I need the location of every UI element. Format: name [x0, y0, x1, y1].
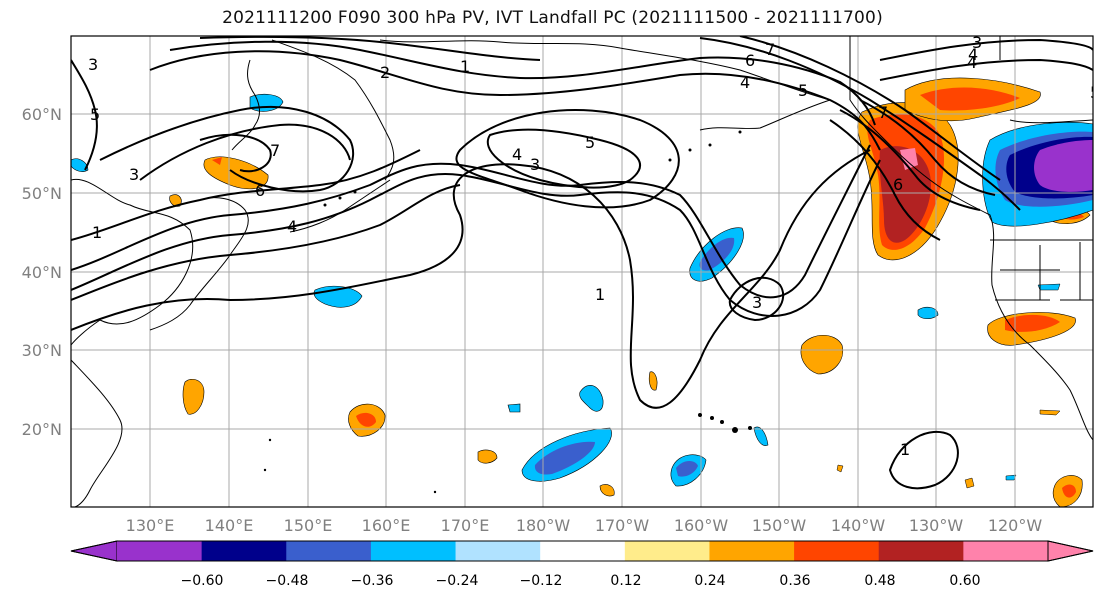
lon-label: 180°W	[516, 516, 571, 535]
colorbar-tick-label: −0.24	[436, 573, 479, 589]
contour-label: 7	[878, 103, 888, 122]
contour-label: 4	[967, 53, 977, 72]
shade-sub-tropical	[800, 334, 844, 375]
contour-label: 4	[287, 217, 297, 236]
contour-label: 7	[765, 40, 775, 59]
lon-label: 130°W	[909, 516, 964, 535]
contour-label: 3	[129, 165, 139, 184]
contour-labels: 1 2 3 4 5 6 7 5 4 1 1 3 6 5 4 3 7 6 4 5 …	[88, 33, 1100, 459]
lon-label: 160°W	[674, 516, 729, 535]
lon-label: 140°W	[831, 516, 886, 535]
colorbar-segment	[624, 541, 710, 561]
contour-label: 1	[595, 285, 605, 304]
colorbar-segment	[117, 541, 203, 561]
colorbar-tick-label: −0.60	[181, 573, 224, 589]
contour-label: 3	[88, 55, 98, 74]
contour-label: 4	[740, 73, 750, 92]
contour-label: 5	[90, 105, 100, 124]
contour-label: 5	[1090, 83, 1100, 102]
contour-label: 3	[530, 155, 540, 174]
colorbar-tick-label: 0.24	[694, 573, 725, 589]
colorbar-tick-label: 0.36	[779, 573, 810, 589]
contour-label: 6	[745, 51, 755, 70]
colorbar-segment	[540, 541, 626, 561]
negative-anomaly-shading	[71, 93, 1093, 487]
latitude-labels: 60°N 50°N 40°N 30°N 20°N	[22, 105, 62, 439]
pv-contours	[71, 36, 1093, 490]
map-frame	[70, 35, 1094, 508]
colorbar-extend-low	[70, 540, 118, 562]
contour-label: 7	[270, 141, 280, 160]
longitude-labels: 130°E 140°E 150°E 160°E 170°E 180°W 170°…	[126, 516, 1043, 535]
contour-label: 5	[585, 133, 595, 152]
lon-label: 170°W	[595, 516, 650, 535]
lon-label: 140°E	[205, 516, 254, 535]
colorbar	[70, 540, 1094, 562]
lat-label: 40°N	[22, 263, 62, 282]
contour-label: 5	[798, 81, 808, 100]
lon-label: 170°E	[441, 516, 490, 535]
colorbar-segment	[286, 541, 372, 561]
lon-label: 150°E	[284, 516, 333, 535]
colorbar-outline	[70, 540, 1094, 562]
colorbar-tick-labels: −0.60 −0.48 −0.36 −0.24 −0.12 0.12 0.24 …	[181, 573, 981, 589]
contour-label: 4	[512, 145, 522, 164]
map-layer: 1 2 3 4 5 6 7 5 4 1 1 3 6 5 4 3 7 6 4 5 …	[71, 33, 1100, 507]
colorbar-segment	[455, 541, 541, 561]
colorbar-tick-label: −0.48	[266, 573, 309, 589]
colorbar-segment	[794, 541, 880, 561]
colorbar-tick-label: 0.60	[949, 573, 980, 589]
colorbar-extend-high	[1047, 540, 1094, 562]
contour-label: 1	[900, 440, 910, 459]
contour-label: 3	[972, 33, 982, 52]
islands	[263, 130, 752, 494]
colorbar-segment	[963, 541, 1049, 561]
lat-label: 60°N	[22, 105, 62, 124]
colorbar-tick-label: 0.12	[610, 573, 641, 589]
contour-2-jet	[71, 159, 881, 317]
contour-label: 6	[893, 175, 903, 194]
lon-label: 160°E	[362, 516, 411, 535]
colorbar-segment	[709, 541, 795, 561]
colorbar-tick-label: −0.36	[351, 573, 394, 589]
colorbar-tick-label: −0.12	[520, 573, 563, 589]
contour-label: 6	[255, 181, 265, 200]
contour-label: 1	[460, 57, 470, 76]
lat-label: 20°N	[22, 420, 62, 439]
contour-label: 2	[380, 63, 390, 82]
colorbar-tick-label: 0.48	[864, 573, 895, 589]
lon-label: 130°E	[126, 516, 175, 535]
contour-label: 1	[92, 223, 102, 242]
contour-label: 4	[968, 45, 978, 64]
lon-label: 120°W	[988, 516, 1043, 535]
lat-label: 30°N	[22, 341, 62, 360]
lon-label: 150°W	[752, 516, 807, 535]
contour-label: 3	[752, 293, 762, 312]
colorbar-segment	[370, 541, 457, 561]
colorbar-segment	[878, 541, 964, 561]
map-title: 2021111200 F090 300 hPa PV, IVT Landfall…	[222, 8, 883, 28]
colorbar-segment	[201, 541, 287, 561]
lat-label: 50°N	[22, 184, 62, 203]
